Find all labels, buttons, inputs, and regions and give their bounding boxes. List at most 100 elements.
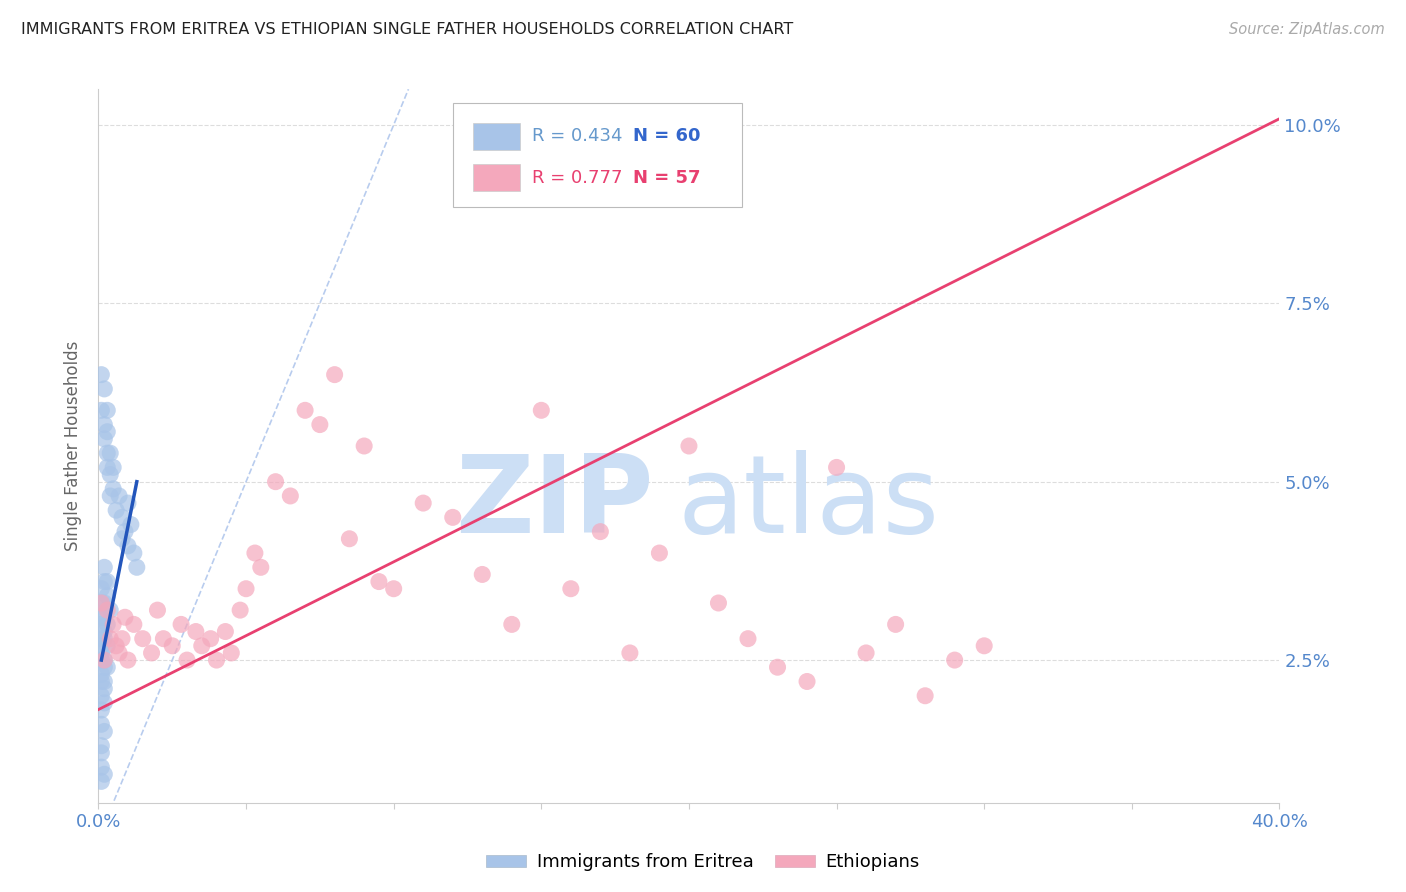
Point [170,617,193,632]
Point [96,603,118,617]
Point [368,574,391,589]
Text: R = 0.777: R = 0.777 [531,169,623,186]
Point [93,624,115,639]
Point [766,660,789,674]
Point [90,689,112,703]
Point [184,624,207,639]
Point [501,617,523,632]
Point [214,624,236,639]
Point [205,653,228,667]
Point [90,674,112,689]
Text: N = 57: N = 57 [634,169,702,186]
Point [278,489,302,503]
Point [855,646,877,660]
Point [117,539,139,553]
Point [122,617,145,632]
Point [471,567,494,582]
Point [707,596,730,610]
Text: atlas: atlas [678,450,939,556]
Point [152,632,174,646]
Point [96,425,118,439]
Point [132,632,155,646]
Point [90,703,112,717]
Legend: Immigrants from Eritrea, Ethiopians: Immigrants from Eritrea, Ethiopians [479,847,927,879]
Point [243,546,266,560]
Point [250,560,273,574]
FancyBboxPatch shape [472,123,520,150]
Point [560,582,582,596]
Point [96,403,118,417]
Point [141,646,163,660]
FancyBboxPatch shape [453,103,742,207]
Point [648,546,671,560]
Point [309,417,332,432]
Point [96,617,118,632]
FancyBboxPatch shape [472,164,520,191]
Point [93,610,115,624]
Point [200,632,222,646]
Point [90,596,112,610]
Point [98,446,121,460]
Point [96,589,118,603]
Point [93,681,115,696]
Point [294,403,316,417]
Point [176,653,198,667]
Point [943,653,966,667]
Point [914,689,936,703]
Point [105,639,128,653]
Point [125,560,148,574]
Point [103,460,125,475]
Point [93,432,115,446]
Point [98,489,121,503]
Point [114,524,136,539]
Point [93,724,115,739]
Point [96,574,118,589]
Point [619,646,641,660]
Point [98,632,121,646]
Point [90,739,112,753]
Point [191,639,214,653]
Point [412,496,434,510]
Point [90,617,112,632]
Point [117,653,139,667]
Point [90,717,112,731]
Point [103,482,125,496]
Point [90,368,112,382]
Point [93,696,115,710]
Point [323,368,346,382]
Point [678,439,700,453]
Point [117,496,139,510]
Point [111,532,134,546]
Point [93,653,115,667]
Text: N = 60: N = 60 [634,128,702,145]
Point [98,467,121,482]
Point [90,774,112,789]
Point [90,646,112,660]
Point [339,532,360,546]
Point [96,446,118,460]
Y-axis label: Single Father Households: Single Father Households [65,341,83,551]
Point [884,617,907,632]
Point [96,460,118,475]
Point [90,639,112,653]
Point [93,660,115,674]
Text: Source: ZipAtlas.com: Source: ZipAtlas.com [1229,22,1385,37]
Point [93,674,115,689]
Text: IMMIGRANTS FROM ERITREA VS ETHIOPIAN SINGLE FATHER HOUSEHOLDS CORRELATION CHART: IMMIGRANTS FROM ERITREA VS ETHIOPIAN SIN… [21,22,793,37]
Point [111,632,134,646]
Point [229,603,252,617]
Point [90,667,112,681]
Point [111,510,134,524]
Point [90,760,112,774]
Point [90,403,112,417]
Point [93,382,115,396]
Point [90,596,112,610]
Point [103,617,125,632]
Text: ZIP: ZIP [456,450,654,556]
Point [530,403,553,417]
Point [93,574,115,589]
Point [973,639,995,653]
Point [93,767,115,781]
Point [93,596,115,610]
Point [825,460,848,475]
